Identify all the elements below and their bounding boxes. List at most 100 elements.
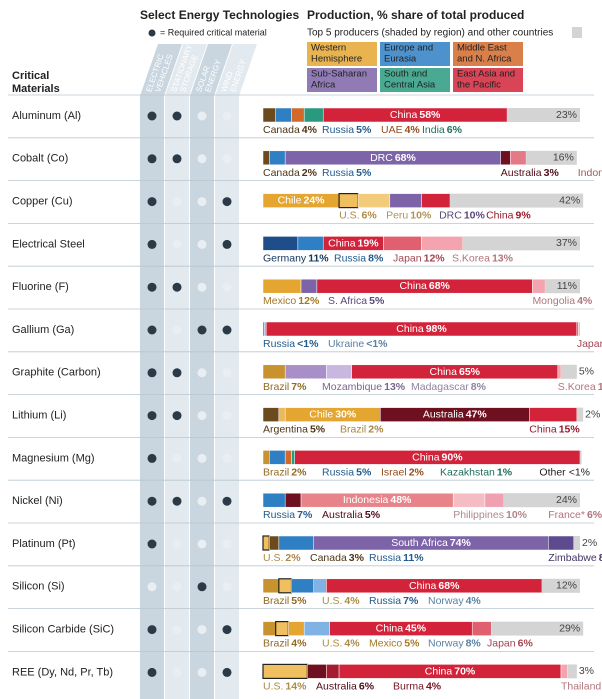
segment-label: Brazil 4% <box>263 637 307 649</box>
segment-label: Madagascar 8% <box>411 381 487 393</box>
segment-label: Australia 5% <box>322 509 381 521</box>
bar-segment <box>313 578 327 594</box>
bar-segment <box>262 450 270 465</box>
required-dot <box>147 453 157 463</box>
bar-segment-other <box>462 236 580 251</box>
bar-segment <box>288 621 305 636</box>
value-label: 6% <box>518 637 534 649</box>
column-header <box>215 44 257 96</box>
required-dot <box>147 411 157 421</box>
row-label: Cobalt (Co) <box>12 153 68 165</box>
segment-label: Norway 4% <box>428 595 481 607</box>
required-dot <box>147 582 157 592</box>
segment-label: China 9% <box>486 209 531 221</box>
required-dot <box>172 582 182 592</box>
bar-segment-other <box>526 150 577 165</box>
legend-label: Central Asia <box>384 80 436 91</box>
segment-label: S.Korea 13% <box>452 252 514 264</box>
country-name: U.S. <box>322 595 342 607</box>
country-name: China <box>390 109 418 121</box>
segment-label: DRC 68% <box>370 152 416 164</box>
bar-segment <box>284 364 327 380</box>
bar-segment <box>421 236 463 251</box>
other-label: 2% <box>582 537 597 549</box>
other-label: Other <1% <box>539 466 590 478</box>
value-label: 68% <box>438 580 460 592</box>
bar-segment-other <box>567 664 577 679</box>
bar-segment-other <box>503 493 580 508</box>
required-dot <box>172 539 182 549</box>
bar-segment <box>484 492 505 508</box>
value-label: 47% <box>466 408 488 420</box>
required-dot <box>197 282 207 292</box>
value-label: 70% <box>454 665 476 677</box>
row-label: Platinum (Pt) <box>12 538 76 550</box>
value-label: 98% <box>426 323 448 335</box>
value-label: 7% <box>291 381 307 393</box>
segment-label: China 19% <box>328 237 379 249</box>
segment-label: Burma 4% <box>393 680 442 692</box>
required-dot <box>197 111 207 121</box>
bar-segment <box>278 578 293 594</box>
required-dot <box>197 197 207 207</box>
row-label: Electrical Steel <box>12 238 85 250</box>
segment-label: China 68% <box>409 580 460 592</box>
segment-label: Kazakhstan 1% <box>440 466 513 478</box>
value-label: 5% <box>291 595 307 607</box>
country-name: Norway <box>428 637 464 649</box>
row-label: Aluminum (Al) <box>12 110 81 122</box>
value-label: 4% <box>302 124 318 136</box>
value-label: 2% <box>409 466 425 478</box>
value-label: 13% <box>492 252 514 264</box>
country-name: Mexico <box>369 637 402 649</box>
bar-segment-other <box>573 536 580 550</box>
segment-label: Peru 10% <box>386 209 432 221</box>
value-label: 6% <box>447 124 463 136</box>
bar-segment <box>389 193 422 208</box>
bar-segment <box>269 535 280 551</box>
required-dot <box>222 282 232 292</box>
required-dot <box>147 111 157 121</box>
legend-swatch <box>453 42 523 66</box>
value-label: 5% <box>356 466 372 478</box>
country-name: Canada <box>263 167 300 179</box>
segment-label: Chile 30% <box>309 408 357 420</box>
segment-label: Indonesia5% <box>578 167 602 179</box>
other-label: 12% <box>556 580 577 592</box>
segment-label: Japan 12% <box>393 252 445 264</box>
bar-segment-other <box>541 578 580 593</box>
value-label: 14% <box>285 680 307 692</box>
segment-label: DRC 10% <box>439 209 485 221</box>
value-label: 19% <box>358 237 380 249</box>
required-dot <box>222 582 232 592</box>
legend-swatch <box>453 68 523 92</box>
value-label: 5% <box>404 637 420 649</box>
segment-label: China 15% <box>529 423 580 435</box>
country-name: Russia <box>369 595 401 607</box>
required-dot <box>222 496 232 506</box>
country-name: China <box>430 366 458 378</box>
segment-label: Russia 5% <box>322 167 372 179</box>
chart-subtitle: Top 5 producers (shaded by region) and o… <box>307 28 553 39</box>
country-name: India <box>422 124 445 136</box>
value-label: 2% <box>368 423 384 435</box>
segment-label: Canada 2% <box>263 167 318 179</box>
row-label: Silicon Carbide (SiC) <box>12 624 114 636</box>
segment-label: UAE 4% <box>381 124 420 136</box>
required-dot <box>172 111 182 121</box>
segment-label: Mongolia 4% <box>532 295 592 307</box>
segment-label: South Africa 74% <box>391 537 471 549</box>
required-dot <box>147 239 157 249</box>
required-dot <box>147 154 157 164</box>
country-name: Canada <box>263 124 300 136</box>
required-dot <box>172 667 182 677</box>
legend-label: Eurasia <box>384 54 417 65</box>
tech-note: = Required critical material <box>160 27 267 37</box>
bar-segment <box>262 278 302 294</box>
value-label: 3% <box>349 552 365 564</box>
bar-segment <box>532 278 546 294</box>
value-label: 8% <box>599 552 602 564</box>
country-name: China <box>409 580 437 592</box>
required-dot <box>147 625 157 635</box>
value-label: 12% <box>424 252 446 264</box>
